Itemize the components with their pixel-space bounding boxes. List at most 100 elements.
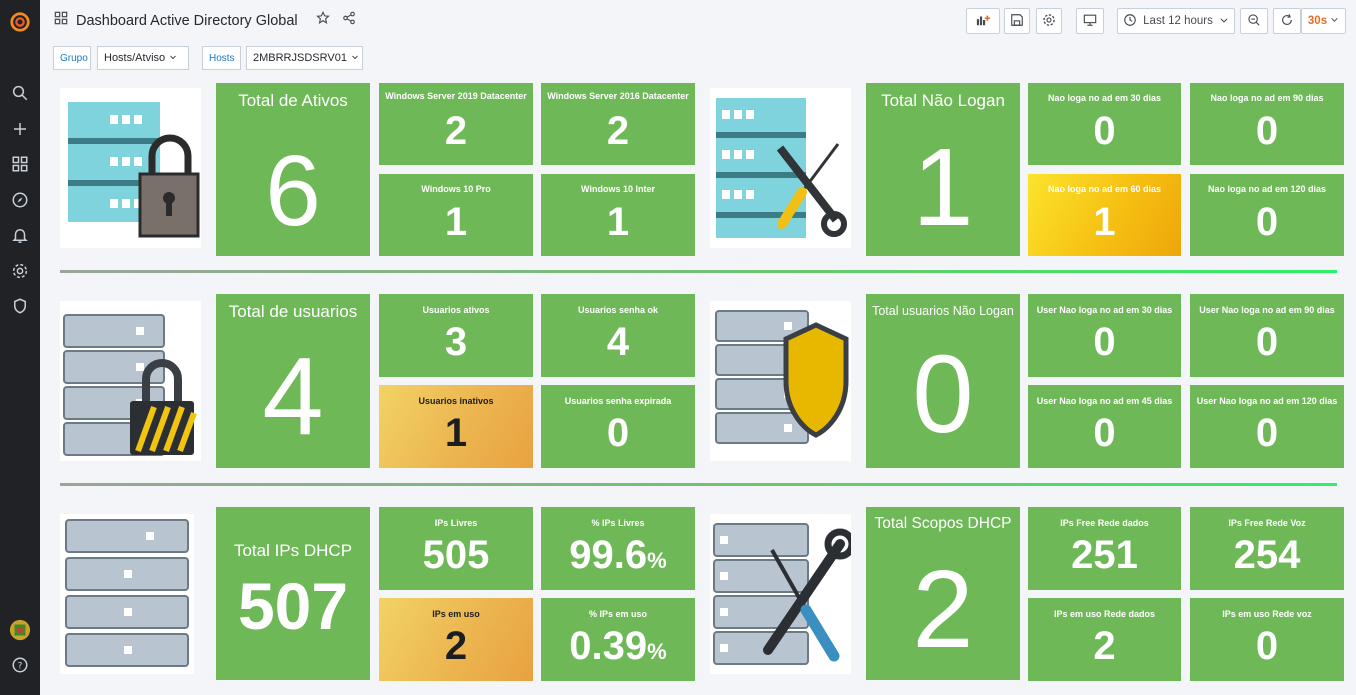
save-dashboard-button[interactable]	[1004, 8, 1030, 34]
server-rack-image	[60, 514, 194, 674]
chevron-down-icon	[351, 52, 359, 64]
panel-title: Total usuarios Não Logan	[872, 304, 1014, 318]
panel-value-wrap: 0.39%	[541, 626, 695, 666]
panel-value: 0	[1093, 109, 1116, 153]
stat-panel-total-usuarios-nao-logan[interactable]: Total usuarios Não Logan 0	[866, 294, 1020, 468]
chevron-down-icon	[1219, 15, 1229, 28]
configuration-icon[interactable]	[8, 259, 32, 283]
panel-value: 0	[1093, 411, 1116, 455]
stat-panel-user-nao-loga-120[interactable]: User Nao loga no ad em 120 dias 0	[1190, 385, 1344, 468]
stat-panel-win10-inter[interactable]: Windows 10 Inter 1	[541, 174, 695, 256]
stat-panel-nao-loga-90[interactable]: Nao loga no ad em 90 dias 0	[1190, 83, 1344, 165]
panel-value: 1	[606, 200, 630, 244]
time-range-label: Last 12 hours	[1143, 15, 1213, 27]
variable-label-grupo: Grupo	[53, 46, 91, 70]
server-padlock-image	[60, 301, 201, 461]
panel-title: Usuarios ativos	[422, 305, 490, 315]
panel-value: 4	[606, 320, 630, 364]
tv-mode-icon	[1083, 13, 1097, 30]
panel-value: 0	[1255, 624, 1279, 668]
stat-panel-usuarios-ativos[interactable]: Usuarios ativos 3	[379, 294, 533, 377]
stat-panel-usuarios-senha-ok[interactable]: Usuarios senha ok 4	[541, 294, 695, 377]
shield-icon[interactable]	[8, 294, 32, 318]
stat-panel-user-nao-loga-30[interactable]: User Nao loga no ad em 30 dias 0	[1028, 294, 1181, 377]
stat-panel-ws2019[interactable]: Windows Server 2019 Datacenter 2	[379, 83, 533, 165]
chevron-down-icon	[1330, 15, 1339, 27]
stat-panel-ips-free-rede-dados[interactable]: IPs Free Rede dados 251	[1028, 507, 1181, 590]
stat-panel-win10-pro[interactable]: Windows 10 Pro 1	[379, 174, 533, 256]
tv-mode-button[interactable]	[1076, 8, 1104, 34]
panel-title: Nao loga no ad em 30 dias	[1047, 93, 1162, 103]
dashboard-settings-button[interactable]	[1036, 8, 1062, 34]
help-icon[interactable]: ?	[8, 653, 32, 677]
stat-panel-total-scopos-dhcp[interactable]: Total Scopos DHCP 2	[866, 507, 1020, 680]
panel-value: 0	[912, 333, 974, 456]
panel-value: 2	[1093, 624, 1116, 668]
stat-panel-user-nao-loga-90[interactable]: User Nao loga no ad em 90 dias 0	[1190, 294, 1344, 377]
panel-unit: %	[647, 639, 667, 664]
stat-panel-nao-loga-60[interactable]: Nao loga no ad em 60 dias 1	[1028, 174, 1181, 256]
panel-title: Usuarios senha expirada	[564, 396, 672, 406]
search-icon[interactable]	[8, 81, 32, 105]
alerting-icon[interactable]	[8, 223, 32, 247]
variable-select-hosts[interactable]: 2MBRRJSDSRV01	[246, 46, 363, 70]
zoom-out-button[interactable]	[1240, 8, 1268, 34]
panel-value: 1	[912, 126, 974, 249]
clock-icon	[1123, 13, 1137, 30]
stat-panel-total-usuarios[interactable]: Total de usuarios 4	[216, 294, 370, 468]
stat-panel-pct-ips-livres[interactable]: % IPs Livres 99.6%	[541, 507, 695, 590]
panel-value: 3	[444, 320, 468, 364]
refresh-interval-picker[interactable]: 30s	[1301, 8, 1346, 34]
panel-title: Windows Server 2019 Datacenter	[385, 91, 527, 101]
chevron-down-icon	[169, 52, 177, 64]
panel-value: 507	[237, 569, 349, 643]
panel-title: IPs Free Rede Voz	[1228, 518, 1306, 528]
panel-value: 2	[912, 548, 974, 671]
stat-panel-ws2016[interactable]: Windows Server 2016 Datacenter 2	[541, 83, 695, 165]
panel-value: 2	[444, 624, 468, 668]
server-lock-image	[60, 88, 201, 248]
stat-panel-ips-em-uso[interactable]: IPs em uso 2	[379, 598, 533, 681]
grafana-logo-icon[interactable]	[8, 10, 32, 34]
panel-value: 1	[1093, 200, 1116, 244]
explore-icon[interactable]	[8, 188, 32, 212]
stat-panel-user-nao-loga-45[interactable]: User Nao loga no ad em 45 dias 0	[1028, 385, 1181, 468]
refresh-icon	[1280, 13, 1294, 30]
panel-title: Nao loga no ad em 60 dias	[1047, 184, 1162, 194]
plus-icon[interactable]	[8, 117, 32, 141]
panel-title: Nao loga no ad em 90 dias	[1210, 93, 1324, 103]
stat-panel-ips-livres[interactable]: IPs Livres 505	[379, 507, 533, 590]
stat-panel-ips-em-uso-rede-voz[interactable]: IPs em uso Rede voz 0	[1190, 598, 1344, 681]
panel-title: Usuarios inativos	[418, 396, 494, 406]
stat-panel-total-ativos[interactable]: Total de Ativos 6	[216, 83, 370, 256]
refresh-button[interactable]	[1273, 8, 1301, 34]
dashboard-title[interactable]: Dashboard Active Directory Global	[76, 12, 298, 29]
stat-panel-total-nao-logan[interactable]: Total Não Logan 1	[866, 83, 1020, 256]
time-range-picker[interactable]: Last 12 hours	[1117, 8, 1235, 34]
stat-panel-total-ips-dhcp[interactable]: Total IPs DHCP 507	[216, 507, 370, 680]
variable-value-hosts: 2MBRRJSDSRV01	[253, 52, 347, 64]
stat-panel-pct-ips-em-uso[interactable]: % IPs em uso 0.39%	[541, 598, 695, 681]
user-avatar-icon[interactable]	[8, 618, 32, 642]
star-icon[interactable]	[315, 10, 330, 30]
stat-panel-usuarios-senha-expirada[interactable]: Usuarios senha expirada 0	[541, 385, 695, 468]
panel-title: Nao loga no ad em 120 dias	[1207, 184, 1327, 194]
dashboards-grid-icon[interactable]	[54, 11, 68, 30]
stat-panel-nao-loga-30[interactable]: Nao loga no ad em 30 dias 0	[1028, 83, 1181, 165]
panel-value: 1	[444, 411, 468, 455]
stat-panel-usuarios-inativos[interactable]: Usuarios inativos 1	[379, 385, 533, 468]
panel-title: Total de Ativos	[238, 91, 348, 110]
panel-value: 505	[422, 533, 490, 577]
add-panel-icon	[976, 13, 990, 30]
panel-value-wrap: 505	[379, 535, 533, 575]
panel-value: 1	[444, 200, 468, 244]
share-icon[interactable]	[342, 11, 356, 30]
refresh-interval-label: 30s	[1307, 15, 1328, 27]
panel-title: % IPs Livres	[591, 518, 645, 528]
stat-panel-nao-loga-120[interactable]: Nao loga no ad em 120 dias 0	[1190, 174, 1344, 256]
variable-select-grupo[interactable]: Hosts/Atviso	[97, 46, 189, 70]
dashboards-icon[interactable]	[8, 152, 32, 176]
stat-panel-ips-em-uso-rede-dados[interactable]: IPs em uso Rede dados 2	[1028, 598, 1181, 681]
stat-panel-ips-free-rede-voz[interactable]: IPs Free Rede Voz 254	[1190, 507, 1344, 590]
add-panel-button[interactable]	[966, 8, 1000, 34]
